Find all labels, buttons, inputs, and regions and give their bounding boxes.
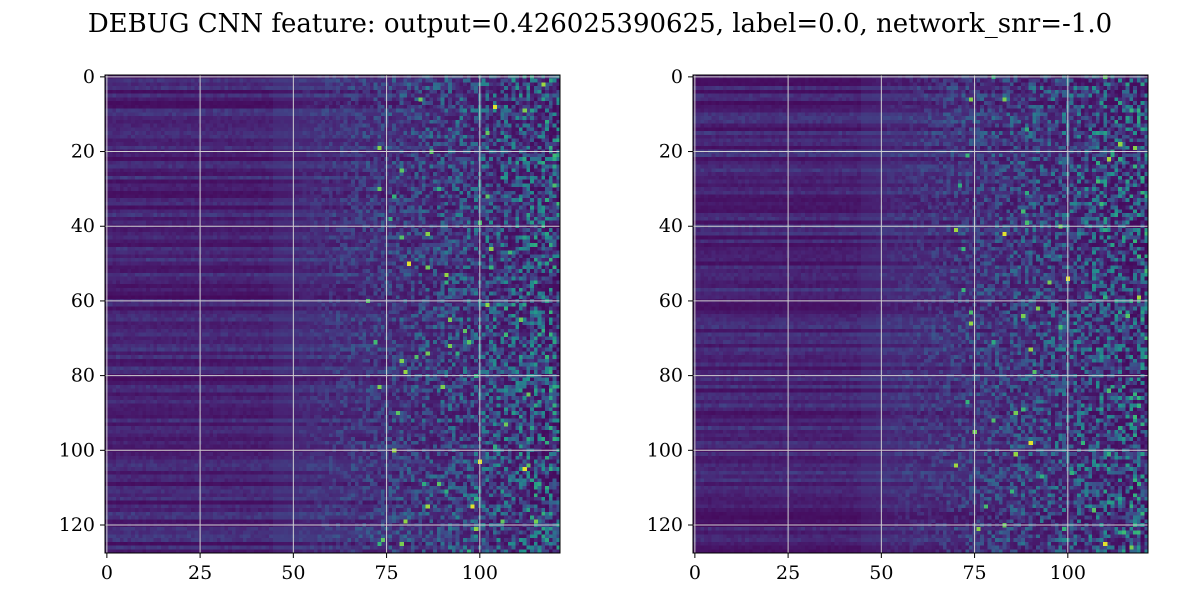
y-tick-label: 60: [659, 290, 683, 312]
heatmap-cells: [693, 75, 1148, 553]
heatmap-panel-left: 0 25 50 75 100 0 20 40 60 80 100 120: [59, 66, 561, 584]
x-tick-label: 75: [374, 562, 398, 584]
x-tick-label: 0: [101, 562, 113, 584]
heatmap-cells: [105, 75, 560, 553]
y-tick-label: 100: [59, 439, 95, 461]
x-tick-label: 50: [869, 562, 893, 584]
y-tick-label: 60: [71, 290, 95, 312]
y-tick-label: 120: [647, 514, 683, 536]
x-tick-label: 25: [188, 562, 212, 584]
x-tick-label: 50: [281, 562, 305, 584]
x-tick-label: 0: [689, 562, 701, 584]
y-tick-label: 120: [59, 514, 95, 536]
x-tick-label: 100: [462, 562, 498, 584]
y-tick-label: 20: [71, 141, 95, 163]
y-tick-label: 100: [647, 439, 683, 461]
y-tick-label: 0: [83, 66, 95, 88]
y-tick-label: 0: [671, 66, 683, 88]
x-tick-label: 25: [776, 562, 800, 584]
y-tick-label: 40: [71, 215, 95, 237]
y-tick-label: 20: [659, 141, 683, 163]
x-tick-label: 100: [1050, 562, 1086, 584]
x-tick-label: 75: [962, 562, 986, 584]
heatmap-panel-right: 0 25 50 75 100 0 20 40 60 80 100 120: [647, 66, 1149, 584]
y-tick-label: 80: [71, 365, 95, 387]
y-tick-label: 40: [659, 215, 683, 237]
y-tick-label: 80: [659, 365, 683, 387]
